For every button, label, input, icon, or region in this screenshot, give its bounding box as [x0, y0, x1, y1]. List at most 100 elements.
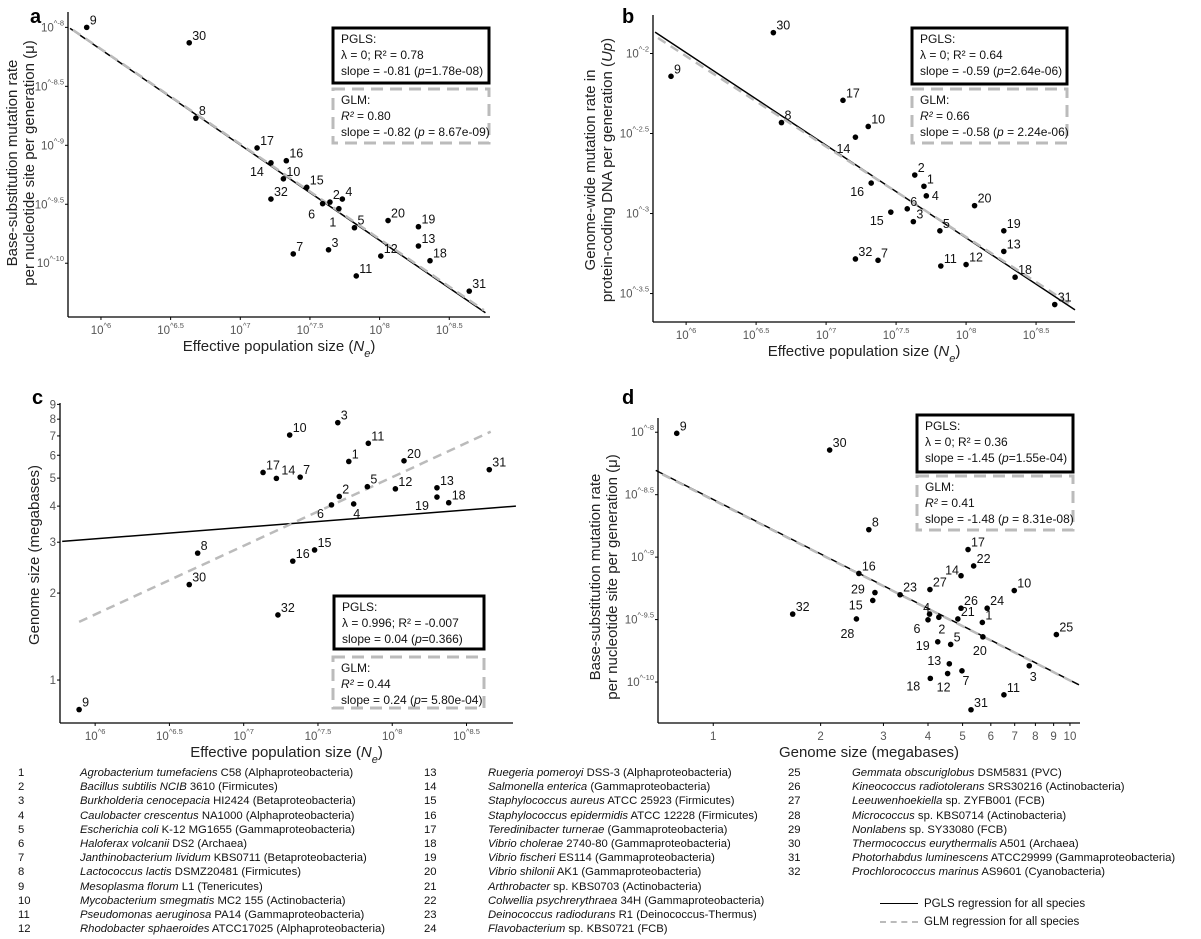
point-label: 17: [260, 134, 274, 148]
species-number: 7: [18, 852, 25, 865]
point-label: 32: [858, 245, 872, 259]
species-binomial: Vibrio shilonii: [488, 866, 555, 879]
point-label: 14: [836, 142, 850, 156]
data-point-5: [937, 227, 943, 234]
x-tick-label: 10^8.5: [1023, 326, 1050, 342]
data-point-31: [486, 466, 493, 473]
glm-title: GLM:: [920, 93, 949, 107]
species-binomial: Caulobacter crescentus: [80, 809, 199, 822]
r2-value: = 0.41: [938, 496, 975, 510]
y-axis-title: protein-coding DNA per generation (Up): [599, 38, 616, 302]
glm-title: GLM:: [341, 93, 370, 107]
data-point-31: [466, 288, 473, 294]
data-point-30: [826, 447, 833, 453]
axis-title-pre: Genome size (megabases): [26, 465, 43, 645]
species-number: 4: [18, 809, 25, 822]
point-label: 13: [927, 654, 941, 668]
point-label: 31: [472, 277, 486, 291]
legend-key-pgls: PGLS regression for all species: [880, 898, 1085, 910]
data-point-2: [911, 172, 918, 178]
point-label: 7: [881, 246, 888, 260]
glm-r2: R² = 0.41: [925, 496, 975, 510]
point-label: 3: [341, 409, 348, 423]
axis-title-var: N: [938, 343, 949, 360]
species-binomial: Staphylococcus aureus: [488, 795, 605, 808]
glm-slope: slope = 0.24 (p= 5.80e-04): [341, 693, 482, 707]
data-point-17: [260, 469, 266, 476]
axis-title-sub: e: [949, 353, 955, 365]
species-strain: NA1000 (Alphaproteobacteria): [198, 809, 355, 822]
r2-value: = 0.44: [354, 677, 391, 691]
species-strain: DSS-3 (Alphaproteobacteria): [583, 767, 732, 779]
data-point-8: [866, 526, 872, 533]
data-point-10: [865, 123, 872, 130]
point-label: 13: [421, 232, 435, 246]
p-symbol: p: [996, 64, 1004, 78]
point-label: 32: [796, 600, 810, 614]
axis-title-post: ): [955, 343, 960, 360]
species-strain: ATCC 25923 (Firmicutes): [604, 795, 735, 808]
species-name: Nonlabens sp. SY33080 (FCB): [852, 824, 1007, 837]
species-strain: AK1 (Gammaproteobacteria): [554, 866, 702, 879]
point-label: 18: [1018, 263, 1032, 277]
axis-title-pre: per nucleotide site per generation (μ): [21, 40, 38, 285]
data-point-30: [770, 29, 777, 36]
r2-value: = 0.80: [354, 109, 391, 123]
x-tick-label: 10^8: [956, 326, 977, 342]
slope-text: slope = -0.82 (: [341, 125, 418, 139]
y-tick-label: 9: [50, 399, 56, 411]
data-point-8: [778, 119, 785, 126]
pgls-title: PGLS:: [342, 600, 377, 614]
axis-title-var: N: [353, 338, 364, 355]
data-point-30: [186, 39, 193, 46]
species-binomial: Ruegeria pomeroyi: [488, 767, 584, 779]
pgls-stats-box: [331, 26, 491, 85]
x-tick-label: 10^6.5: [743, 326, 770, 342]
point-label: 18: [452, 489, 466, 503]
point-label: 4: [353, 507, 360, 521]
species-strain: DS2 (Archaea): [169, 838, 248, 850]
species-strain: ATCC 12228 (Firmicutes): [628, 809, 758, 822]
species-name: Photorhabdus luminescens ATCC29999 (Gamm…: [852, 852, 1175, 865]
point-label: 12: [398, 475, 412, 489]
species-name: Mesoplasma florum L1 (Tenericutes): [80, 881, 263, 894]
x-tick-label: 10^7: [816, 326, 837, 342]
p-symbol: p: [417, 64, 425, 78]
species-binomial: Agrobacterium tumefaciens: [80, 767, 218, 779]
species-binomial: Mycobacterium smegmatis: [80, 894, 215, 907]
data-point-4: [350, 501, 357, 507]
pgls-lambda-r2: λ = 0; R² = 0.78: [341, 48, 424, 62]
point-label: 2: [918, 161, 925, 175]
panel-d: d1 2 3 4 5 6 7 8 9 1010^-810^-8.510^-910^-9.510^-…: [587, 387, 1080, 761]
species-strain: L1 (Tenericutes): [178, 880, 263, 893]
data-point-11: [938, 263, 944, 269]
species-name: Staphylococcus epidermidis ATCC 12228 (F…: [488, 810, 758, 823]
point-label: 32: [274, 185, 288, 199]
data-point-30: [186, 581, 193, 588]
point-label: 19: [916, 639, 930, 653]
slope-text: slope = -1.48 (: [925, 512, 1002, 526]
data-point-1: [979, 619, 986, 626]
species-name: Vibrio shilonii AK1 (Gammaproteobacteria…: [488, 866, 701, 879]
y-axis-title: Genome-wide mutation rate in: [582, 70, 599, 271]
axis-title-var: Up: [599, 43, 616, 62]
x-tick-label: 2: [817, 731, 823, 743]
y-tick-label: 10^-10: [627, 673, 654, 689]
p-value: =1.78e-08): [425, 64, 483, 78]
panel-letter: a: [30, 6, 42, 28]
species-number: 5: [18, 823, 25, 836]
point-label: 14: [250, 165, 264, 179]
data-point-10: [286, 432, 293, 438]
pgls-slope: slope = -1.45 (p=1.55e-04): [925, 451, 1067, 465]
x-axis-title: Effective population size (Ne): [768, 343, 961, 365]
species-strain: ATCC29999 (Gammaproteobacteria): [988, 852, 1176, 865]
y-tick-label: 10^-2.5: [620, 125, 649, 141]
point-label: 30: [192, 571, 206, 585]
x-tick-label: 10^6: [91, 321, 112, 337]
point-label: 13: [1007, 237, 1021, 251]
species-name: Burkholderia cenocepacia HI2424 (Betapro…: [80, 795, 356, 808]
data-point-4: [926, 611, 933, 617]
data-point-9: [76, 706, 82, 713]
species-name: Flavobacterium sp. KBS0721 (FCB): [488, 923, 668, 936]
panel-a: a 10^6 10^6.5 10^7 10^7.5 10^8 10^8.5 10^-8 10^-…: [4, 6, 491, 360]
